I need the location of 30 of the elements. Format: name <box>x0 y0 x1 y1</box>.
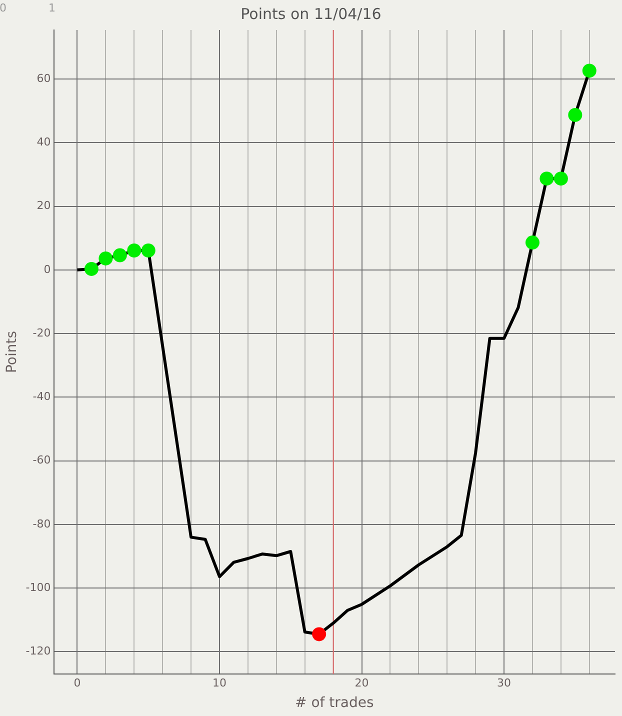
point <box>112 248 127 262</box>
y-tick-label: 40 <box>36 135 51 148</box>
y-tick-label: 0 <box>44 262 51 276</box>
y-tick-label: -20 <box>32 326 51 340</box>
x-axis-title: # of trades <box>295 695 374 712</box>
chart-title: Points on 11/04/16 <box>240 4 382 23</box>
point <box>568 108 582 122</box>
y-tick-label: -80 <box>32 517 51 530</box>
point <box>582 64 596 78</box>
point <box>141 244 156 258</box>
y-tick-label: 20 <box>36 199 51 212</box>
x-tick-label: 30 <box>497 676 512 690</box>
x-tick-label: 0 <box>74 676 81 690</box>
point <box>525 236 540 250</box>
y-tick-label: -40 <box>32 390 51 404</box>
point <box>98 251 113 266</box>
x-tick-label: 10 <box>212 676 227 690</box>
y-tick-label: -100 <box>26 580 51 594</box>
x-tick-label: 20 <box>354 676 369 690</box>
y-axis-title: Points <box>4 330 20 374</box>
point <box>84 262 98 276</box>
point <box>554 172 568 186</box>
y-tick-label: -60 <box>32 454 51 467</box>
point <box>540 172 554 186</box>
text: 0 <box>0 1 6 14</box>
point <box>312 627 326 642</box>
point <box>127 244 142 258</box>
y-tick-label: -120 <box>26 644 51 658</box>
text: 1 <box>48 1 56 14</box>
y-tick-label: 60 <box>36 72 51 85</box>
